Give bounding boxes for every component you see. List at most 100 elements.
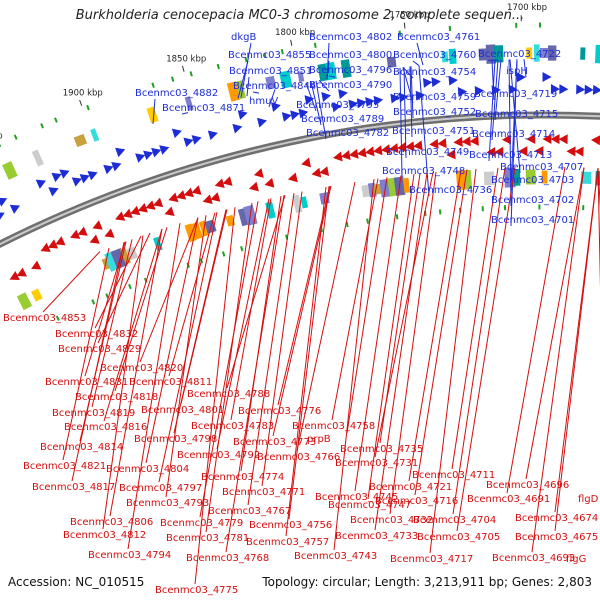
reverse-gene-label[interactable]: Bcenmc03_4797 xyxy=(119,483,202,494)
forward-gene-label[interactable]: Bcenmc03_4851 xyxy=(229,66,312,77)
forward-gene-label[interactable]: Bcenmc03_4713 xyxy=(469,150,552,161)
reverse-gene-label[interactable]: Bcenmc03_4817 xyxy=(32,482,115,493)
reverse-gene-label[interactable]: Bcenmc03_4781 xyxy=(166,533,249,544)
forward-gene-label[interactable]: Bcenmc03_4749 xyxy=(386,147,469,158)
reverse-gene-label[interactable]: Bcenmc03_4705 xyxy=(417,532,500,543)
reverse-gene-label[interactable]: flgD xyxy=(578,494,599,505)
reverse-gene-label[interactable]: Bcenmc03_4733 xyxy=(335,531,418,542)
forward-gene-label[interactable]: Bcenmc03_4701 xyxy=(491,215,574,226)
forward-leader-line xyxy=(310,81,322,126)
reverse-gene-label[interactable]: Bcenmc03_4793 xyxy=(126,498,209,509)
reverse-gene-label[interactable]: Bcenmc03_4804 xyxy=(106,464,189,475)
reverse-gene-label[interactable]: Bcenmc03_4758 xyxy=(292,421,375,432)
forward-gene-label[interactable]: Bcenmc03_4855 xyxy=(228,50,311,61)
reverse-gene-label[interactable]: Bcenmc03_4829 xyxy=(58,344,141,355)
reverse-gene-label[interactable]: prpB xyxy=(307,434,331,445)
forward-gene-label[interactable]: Bcenmc03_4802 xyxy=(309,32,392,43)
forward-gene-label[interactable]: dkgB xyxy=(231,32,256,43)
reverse-gene-label[interactable]: Bcenmc03_4766 xyxy=(257,452,340,463)
reverse-gene-label[interactable]: Bcenmc03_4819 xyxy=(52,408,135,419)
reverse-gene-label[interactable]: Bcenmc03_4767 xyxy=(208,506,291,517)
reverse-gene-label[interactable]: Bcenmc03_4775 xyxy=(155,585,238,596)
reverse-gene-label[interactable]: Bcenmc03_4801 xyxy=(141,405,224,416)
reverse-gene-label[interactable]: Bcenmc03_4771 xyxy=(222,487,305,498)
forward-gene-label[interactable]: Bcenmc03_4703 xyxy=(491,175,574,186)
reverse-gene-label[interactable]: Bcenmc03_4798 xyxy=(134,434,217,445)
reverse-gene-label[interactable]: Bcenmc03_4747 xyxy=(328,500,411,511)
reverse-gene-label[interactable]: Bcenmc03_4811 xyxy=(129,377,212,388)
reverse-gene-label[interactable]: Bcenmc03_4773 xyxy=(233,437,316,448)
reverse-gene-label[interactable]: Bcenmc03_4735 xyxy=(340,444,423,455)
forward-gene-label[interactable]: Bcenmc03_4751 xyxy=(392,126,475,137)
reverse-gene-label[interactable]: Bcenmc03_4806 xyxy=(70,517,153,528)
forward-gene-label[interactable]: Bcenmc03_4748 xyxy=(382,166,465,177)
reverse-gene-label[interactable]: Bcenmc03_4818 xyxy=(75,392,158,403)
reverse-gene-label[interactable]: Bcenmc03_4731 xyxy=(335,458,418,469)
forward-gene-label[interactable]: Bcenmc03_4800 xyxy=(309,50,392,61)
reverse-gene-label[interactable]: Bcenmc03_4691 xyxy=(467,494,550,505)
reverse-gene-arrow xyxy=(77,226,88,236)
reverse-gene-label[interactable]: Bcenmc03_4779 xyxy=(160,518,243,529)
forward-gene-label[interactable]: Bcenmc03_4759 xyxy=(393,92,476,103)
forward-gene-arrow xyxy=(390,93,400,104)
forward-gene-label[interactable]: Bcenmc03_4715 xyxy=(475,109,558,120)
reverse-gene-label[interactable]: Bcenmc03_4743 xyxy=(294,551,377,562)
forward-gene-label[interactable]: Bcenmc03_4882 xyxy=(135,88,218,99)
forward-gene-label[interactable]: Bcenmc03_4736 xyxy=(409,185,492,196)
reverse-gene-label[interactable]: Bcenmc03_4693 xyxy=(492,553,575,564)
reverse-gene-label[interactable]: Bcenmc03_4756 xyxy=(249,520,332,531)
forward-gene-label[interactable]: Bcenmc03_4790 xyxy=(309,80,392,91)
forward-gene-label[interactable]: Bcenmc03_4761 xyxy=(397,32,480,43)
forward-gene-label[interactable]: Bcenmc03_4752 xyxy=(393,107,476,118)
reverse-gene-label[interactable]: Bcenmc03_4768 xyxy=(186,553,269,564)
forward-gene-label[interactable]: hmuV xyxy=(249,96,278,107)
forward-gene-label[interactable]: Bcenmc03_4871 xyxy=(162,103,245,114)
forward-gene-label[interactable]: Bcenmc03_4714 xyxy=(472,129,555,140)
forward-gene-label[interactable]: Bcenmc03_4719 xyxy=(474,89,557,100)
forward-gene-label[interactable]: Bcenmc03_4789 xyxy=(301,114,384,125)
reverse-gene-label[interactable]: Bcenmc03_4675 xyxy=(515,532,598,543)
reverse-gene-label[interactable]: Bcenmc03_4788 xyxy=(187,389,270,400)
forward-gene-label[interactable]: Bcenmc03_4702 xyxy=(491,195,574,206)
reverse-gene-label[interactable]: Bcenmc03_4783 xyxy=(191,421,274,432)
reverse-gene-label[interactable]: flgG xyxy=(566,554,586,565)
reverse-gene-label[interactable]: Bcenmc03_4816 xyxy=(64,422,147,433)
reverse-gene-label[interactable]: Bcenmc03_4820 xyxy=(100,363,183,374)
reverse-gene-label[interactable]: Bcenmc03_4674 xyxy=(515,513,598,524)
forward-gene-label[interactable]: Bcenmc03_4760 xyxy=(393,50,476,61)
forward-gene-arrow xyxy=(87,171,98,181)
reverse-gene-label[interactable]: Bcenmc03_4831 xyxy=(45,377,128,388)
reverse-gene-label[interactable]: Bcenmc03_4732 xyxy=(350,515,433,526)
reverse-gene-label[interactable]: Bcenmc03_4814 xyxy=(40,442,123,453)
reverse-gene-label[interactable]: Bcenmc03_4717 xyxy=(390,554,473,565)
reverse-leader-line xyxy=(408,169,462,482)
reverse-gene-label[interactable]: Bcenmc03_4853 xyxy=(3,313,86,324)
forward-gene-label[interactable]: Bcenmc03_4796 xyxy=(309,65,392,76)
cog-box xyxy=(16,292,33,311)
reverse-gene-label[interactable]: Bcenmc03_4757 xyxy=(246,537,329,548)
reverse-gene-label[interactable]: Bcenmc03_4721 xyxy=(369,482,452,493)
reverse-gene-label[interactable]: Bcenmc03_4832 xyxy=(55,329,138,340)
reverse-gene-label[interactable]: Bcenmc03_4776 xyxy=(238,406,321,417)
forward-gene-label[interactable]: Bcenmc03_4707 xyxy=(500,162,583,173)
reverse-gene-label[interactable]: Bcenmc03_4704 xyxy=(413,515,496,526)
forward-gene-label[interactable]: ispH xyxy=(506,66,528,77)
reverse-gene-label[interactable]: Bcenmc03_4696 xyxy=(486,480,569,491)
forward-gene-label[interactable]: Bcenmc03_4795 xyxy=(296,100,379,111)
reverse-gene-label[interactable]: Bcenmc03_4821 xyxy=(23,461,106,472)
reverse-gene-label[interactable]: Bcenmc03_4774 xyxy=(201,472,284,483)
reverse-gene-arrow xyxy=(388,143,399,154)
reverse-gene-label[interactable]: Bcenmc03_4745 xyxy=(315,492,398,503)
forward-gene-label[interactable]: Bcenmc03_4722 xyxy=(478,49,561,60)
reverse-gene-label[interactable]: Bcenmc03_4711 xyxy=(412,470,495,481)
reverse-gene-label[interactable]: Bcenmc03_4794 xyxy=(88,550,171,561)
reverse-gene-label[interactable]: Bcenmc03_4716 xyxy=(375,496,458,507)
cog-box xyxy=(90,128,100,142)
reverse-leader-line xyxy=(109,228,163,517)
reverse-gene-label[interactable]: Bcenmc03_4792 xyxy=(177,450,260,461)
reverse-gene-label[interactable]: Bcenmc03_4812 xyxy=(63,530,146,541)
forward-gene-label[interactable]: Bcenmc03_4782 xyxy=(306,128,389,139)
forward-gene-label[interactable]: Bcenmc03_4754 xyxy=(393,67,476,78)
forward-gene-label[interactable]: Bcenmc03_4844 xyxy=(233,81,316,92)
